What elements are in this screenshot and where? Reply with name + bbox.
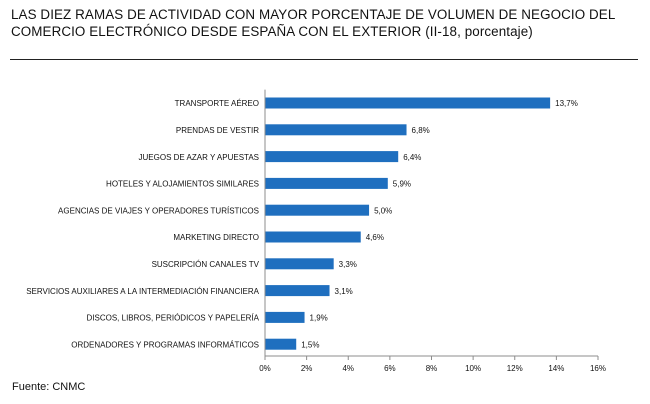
category-label: SERVICIOS AUXILIARES A LA INTERMEDIACIÓN… <box>26 287 259 296</box>
value-label: 1,9% <box>310 314 328 323</box>
value-label: 13,7% <box>555 99 578 108</box>
bar <box>265 285 330 297</box>
category-label: AGENCIAS DE VIAJES Y OPERADORES TURÍSTIC… <box>58 206 259 215</box>
x-tick-label: 6% <box>384 364 396 373</box>
value-label: 1,5% <box>301 340 319 349</box>
bar <box>265 231 361 243</box>
x-tick-label: 10% <box>465 364 481 373</box>
value-label: 5,9% <box>393 180 411 189</box>
category-label: TRANSPORTE AÉREO <box>175 99 259 108</box>
category-label: JUEGOS DE AZAR Y APUESTAS <box>139 153 259 162</box>
x-tick-label: 12% <box>507 364 523 373</box>
x-tick-label: 0% <box>259 364 271 373</box>
title-divider <box>10 59 638 60</box>
value-label: 6,8% <box>412 126 430 135</box>
bar <box>265 258 334 270</box>
category-label: SUSCRIPCIÓN CANALES TV <box>152 260 260 269</box>
source-note: Fuente: CNMC <box>12 381 86 393</box>
value-label: 3,3% <box>339 260 357 269</box>
category-label: ORDENADORES Y PROGRAMAS INFORMÁTICOS <box>71 340 259 349</box>
bar <box>265 151 399 163</box>
category-label: DISCOS, LIBROS, PERIÓDICOS Y PAPELERÍA <box>87 314 260 323</box>
category-label: HOTELES Y ALOJAMIENTOS SIMILARES <box>106 180 259 189</box>
bar <box>265 338 297 350</box>
x-tick-label: 2% <box>301 364 313 373</box>
chart-area: TRANSPORTE AÉREO 13,7% PRENDAS DE VESTIR 6,… <box>10 72 638 392</box>
bar <box>265 311 305 323</box>
chart-title: LAS DIEZ RAMAS DE ACTIVIDAD CON MAYOR PO… <box>11 7 615 39</box>
bar <box>265 124 407 136</box>
bar <box>265 97 551 109</box>
x-tick-label: 16% <box>590 364 606 373</box>
x-tick-label: 8% <box>426 364 438 373</box>
value-label: 6,4% <box>403 153 421 162</box>
value-label: 3,1% <box>335 287 353 296</box>
value-label: 4,6% <box>366 233 384 242</box>
category-label: PRENDAS DE VESTIR <box>176 126 259 135</box>
x-tick-label: 14% <box>548 364 564 373</box>
category-label: MARKETING DIRECTO <box>173 233 259 242</box>
bar <box>265 204 370 216</box>
bar <box>265 177 388 189</box>
x-tick-label: 4% <box>342 364 354 373</box>
bar-chart: TRANSPORTE AÉREO 13,7% PRENDAS DE VESTIR 6,… <box>26 89 606 373</box>
value-label: 5,0% <box>374 206 392 215</box>
